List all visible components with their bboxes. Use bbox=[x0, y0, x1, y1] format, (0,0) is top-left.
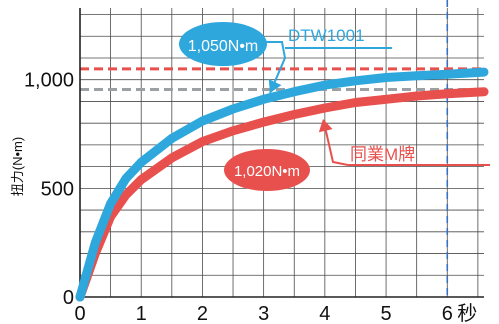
x-tick-label: 2 bbox=[197, 303, 208, 324]
leader-line bbox=[324, 126, 349, 166]
value-bubble bbox=[179, 22, 267, 66]
x-tick-label: 1 bbox=[136, 303, 147, 324]
axes bbox=[79, 8, 484, 298]
series-line bbox=[75, 67, 489, 302]
bubble-label: 1,050N•m bbox=[188, 38, 259, 55]
reference-lines bbox=[80, 0, 484, 297]
legend-label: 同業M牌 bbox=[350, 145, 415, 164]
legend-label: DTW1001 bbox=[288, 26, 365, 45]
y-axis-title: 扭力(N•m) bbox=[10, 137, 25, 196]
y-tick-label: 1,000 bbox=[24, 70, 74, 92]
x-unit-label: 秒 bbox=[457, 302, 477, 324]
arrow-head bbox=[268, 79, 282, 93]
x-tick-label: 4 bbox=[319, 303, 330, 324]
x-tick-label: 5 bbox=[380, 303, 391, 324]
x-tick-label: 3 bbox=[258, 303, 269, 324]
x-tick-label: 0 bbox=[74, 303, 85, 324]
annotations: 1,050N•m DTW1001 1,020N•m 同業M牌 bbox=[179, 22, 490, 191]
y-tick-labels: 0 500 1,000 bbox=[24, 70, 74, 309]
value-bubble bbox=[224, 149, 310, 191]
y-tick-label: 0 bbox=[63, 287, 74, 309]
x-tick-label: 6 bbox=[442, 303, 453, 324]
leader-line bbox=[262, 41, 287, 94]
series-lines bbox=[75, 67, 489, 302]
y-tick-label: 500 bbox=[41, 178, 74, 200]
bubble-label: 1,020N•m bbox=[234, 163, 300, 180]
series-line bbox=[75, 87, 489, 302]
grid bbox=[80, 8, 484, 298]
arrow-head bbox=[318, 119, 333, 133]
